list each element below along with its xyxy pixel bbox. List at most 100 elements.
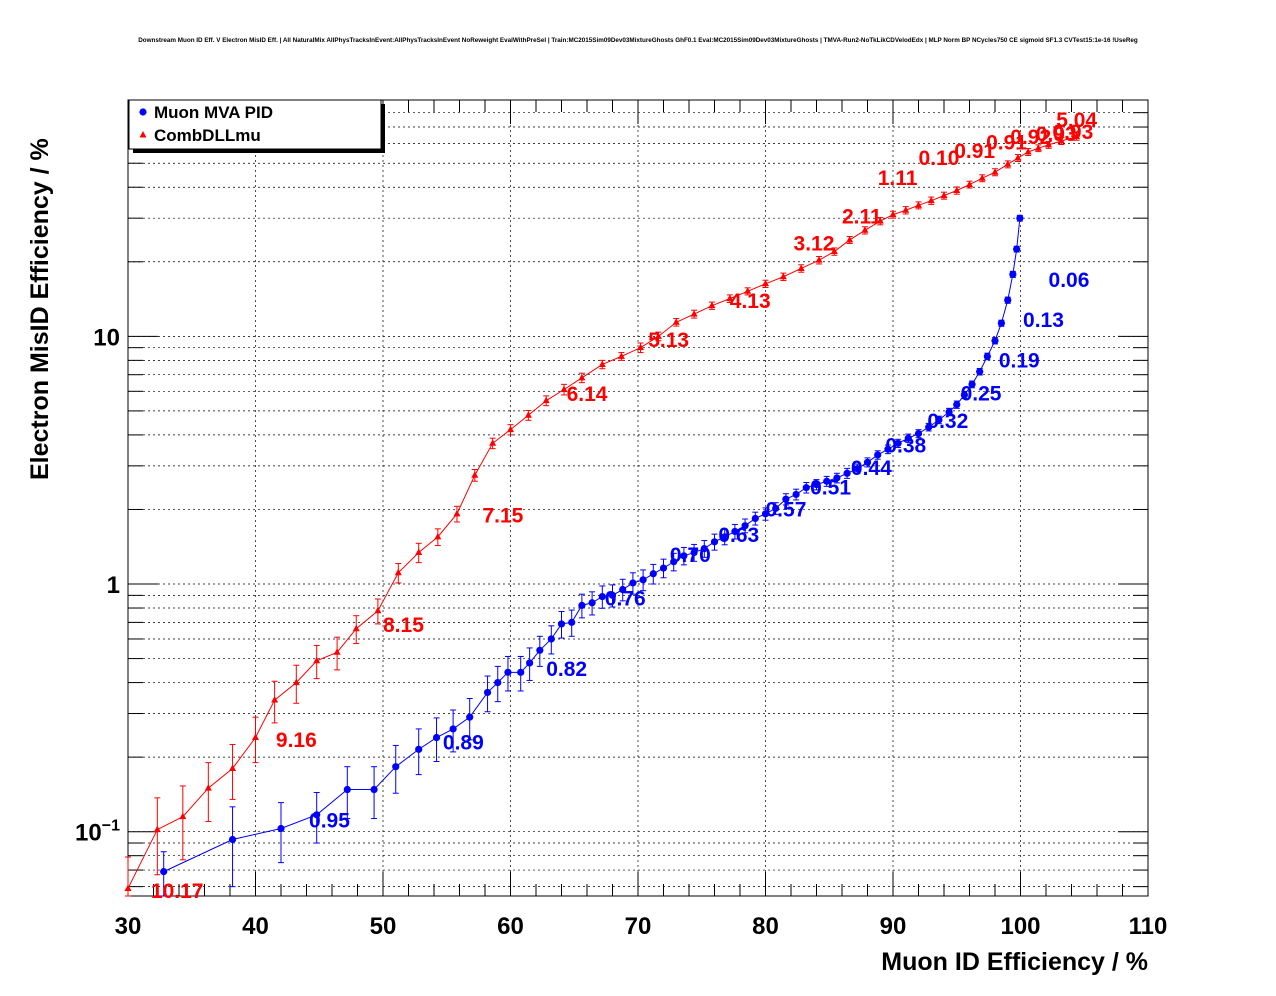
muon-mva-pid-point [863, 458, 872, 466]
muon-mva-pid-point [536, 646, 544, 654]
muon-mva-pid-point [1004, 296, 1012, 304]
muon-mva-pid-point [843, 469, 851, 477]
muon-mva-pid-point [925, 423, 933, 431]
x-tick-label: 50 [370, 913, 397, 940]
muon-mva-pid-point [547, 635, 555, 643]
combdllmu-point [690, 310, 698, 317]
combdllmu-point [204, 784, 212, 791]
muon-mva-pid-point [945, 408, 953, 416]
combdllmu-point [542, 396, 550, 404]
x-tick-label: 60 [497, 913, 524, 940]
combdllmu-point [953, 186, 961, 194]
muon-mva-pid-point [792, 490, 800, 499]
combdllmu-point [966, 180, 973, 188]
muon-mva-pid-point-label: 0.63 [718, 524, 759, 547]
point-labels: 0.95 0.89 0.82 0.76 0.70 0.63 0.570.510.440.38… [151, 109, 1097, 903]
muon-mva-pid-point [960, 391, 969, 399]
muon-mva-pid-point [557, 620, 566, 628]
x-tick-label: 90 [880, 913, 907, 940]
axis-ticks [127, 100, 1149, 896]
y-axis-label: Electron MisID Efficiency / % [26, 138, 54, 480]
combdllmu-point [578, 373, 586, 381]
combdllmu-point [252, 733, 259, 741]
combdllmu-point [394, 568, 402, 576]
combdllmu-point [1073, 132, 1081, 140]
combdllmu-point [292, 678, 300, 686]
muon-mva-pid-point-label: 0.06 [1049, 269, 1090, 292]
muon-mva-pid-point-label: 0.44 [851, 457, 892, 480]
combdllmu-point-label: 0.93 [1036, 123, 1077, 146]
muon-mva-pid-point-label: 0.25 [961, 382, 1002, 405]
muon-mva-pid-point [160, 868, 168, 876]
combdllmu-point-label: 0.92 [1010, 126, 1051, 149]
muon-mva-pid-point [494, 678, 502, 687]
combdllmu-point-label: 1.11 [878, 167, 918, 190]
chart-title: Downstream Muon ID Eff. V Electron MisID… [138, 37, 1138, 44]
muon-mva-pid-point [588, 599, 596, 607]
combdllmu-point [815, 256, 823, 263]
combdllmu-point [153, 825, 161, 833]
combdllmu-point [830, 247, 838, 255]
x-tick-label: 70 [625, 913, 652, 940]
muon-mva-pid-point [568, 618, 576, 626]
combdllmu-point [915, 201, 922, 208]
muon-mva-pid-point [670, 558, 678, 566]
y-tick-label: 10 [93, 324, 120, 351]
combdllmu-point [374, 606, 382, 614]
muon-mva-pid-point [782, 495, 790, 503]
muon-mva-pid-series [160, 214, 1024, 897]
muon-mva-pid-point [649, 570, 657, 578]
combdllmu-point [744, 287, 752, 294]
combdllmu-point [313, 656, 321, 664]
combdllmu-point [797, 264, 805, 271]
muon-mva-pid-point-label: 0.82 [546, 658, 587, 681]
muon-mva-pid-point [894, 439, 902, 447]
muon-mva-pid-point [313, 811, 321, 819]
combdllmu-point [415, 548, 423, 556]
combdllmu-point [726, 294, 734, 302]
muon-mva-pid-point [504, 668, 512, 676]
muon-mva-pid-point [1013, 245, 1021, 253]
muon-mva-pid-point-label: 0.89 [443, 731, 484, 754]
y-tick-labels: 10−1 1 10 [75, 324, 120, 846]
muon-mva-pid-point [953, 401, 961, 409]
combdllmu-point [927, 196, 935, 204]
combdllmu-point [434, 532, 442, 540]
combdllmu-point [1014, 153, 1022, 161]
combdllmu-point [861, 226, 869, 233]
muon-mva-pid-point-label: 0.70 [670, 544, 711, 567]
muon-mva-pid-point-label: 0.32 [927, 410, 968, 433]
x-tick-labels: 30 40 50 60 70 80 90 100 110 [115, 913, 1168, 940]
muon-mva-pid-point [731, 527, 739, 536]
muon-mva-pid-point [598, 592, 606, 601]
combdllmu-point [902, 206, 910, 213]
muon-mva-pid-point [483, 688, 492, 697]
combdllmu-point [352, 624, 360, 632]
muon-mva-pid-point [874, 451, 882, 459]
muon-mva-pid-point [619, 585, 627, 594]
muon-mva-pid-point [914, 429, 923, 438]
muon-mva-pid-point [997, 319, 1005, 327]
x-tick-label: 100 [1000, 913, 1040, 940]
combdllmu-line [127, 136, 1077, 889]
muon-mva-pid-point [526, 659, 534, 667]
combdllmu-point-label: 0.10 [919, 147, 960, 170]
x-tick-label: 30 [115, 913, 142, 940]
muon-mva-pid-point [466, 713, 474, 721]
combdllmu-point [124, 884, 132, 891]
muon-mva-pid-point [277, 824, 285, 833]
combdllmu-point [940, 191, 948, 199]
muon-mva-pid-point [802, 484, 810, 492]
muon-mva-pid-point [370, 785, 378, 794]
muon-mva-pid-point [833, 474, 841, 482]
muon-mva-pid-point-label: 0.19 [999, 349, 1040, 372]
combdllmu-point [229, 764, 237, 771]
muon-mva-pid-point-label: 0.51 [810, 476, 851, 499]
combdllmu-point-label: 0.91 [954, 140, 995, 163]
muon-mva-pid-point [578, 601, 586, 609]
muon-mva-pid-point [853, 465, 861, 473]
y-tick-label: 1 [107, 572, 120, 599]
muon-mva-pid-point [1009, 270, 1017, 278]
muon-mva-pid-point [976, 368, 984, 376]
